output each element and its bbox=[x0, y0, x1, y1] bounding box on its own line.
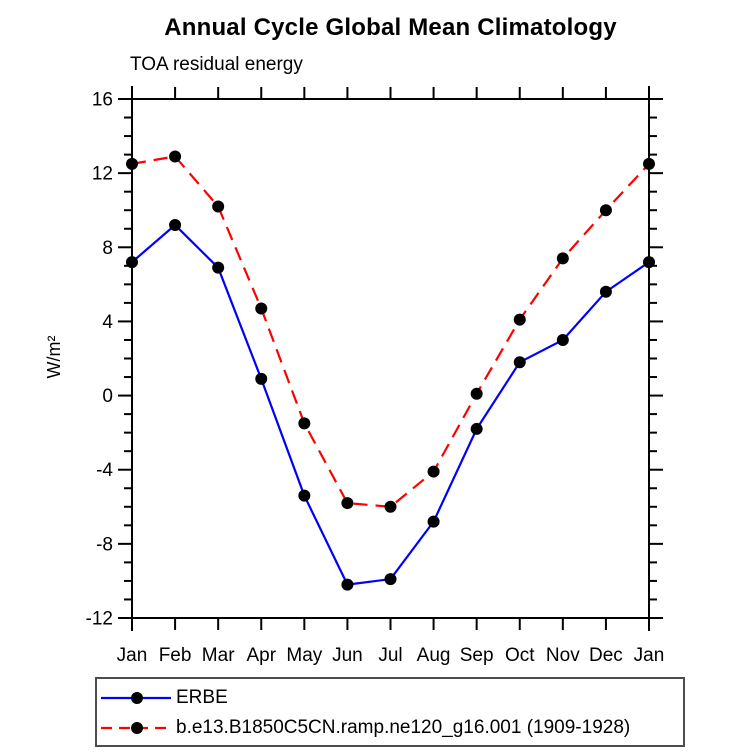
data-point-marker bbox=[255, 302, 268, 315]
x-tick-label: Jan bbox=[117, 645, 148, 666]
y-tick-label: -8 bbox=[96, 534, 113, 555]
x-tick-label: Mar bbox=[202, 645, 235, 666]
data-point-marker bbox=[513, 313, 526, 326]
x-axis-labels: Jan Feb Mar Apr May Jun Jul Aug Sep Oct Nov Dec Jan bbox=[117, 645, 665, 666]
data-point-marker bbox=[298, 489, 311, 502]
legend-box: ERBE b.e13.B1850C5CN.ramp.ne120_g16.001 … bbox=[95, 677, 685, 747]
data-point-marker bbox=[212, 200, 225, 213]
data-point-marker bbox=[599, 204, 612, 217]
y-tick-label: -12 bbox=[86, 609, 113, 630]
data-point-marker bbox=[126, 256, 138, 269]
data-point-marker bbox=[169, 150, 182, 163]
legend-item-model: b.e13.B1850C5CN.ramp.ne120_g16.001 (1909… bbox=[101, 713, 630, 743]
series-model bbox=[126, 150, 655, 513]
data-point-marker bbox=[470, 422, 483, 435]
data-point-marker bbox=[513, 356, 526, 369]
x-tick-label: May bbox=[286, 645, 322, 666]
y-tick-label: -4 bbox=[96, 460, 113, 481]
legend-item-erbe: ERBE bbox=[101, 683, 228, 713]
x-tick-label: Oct bbox=[505, 645, 535, 666]
x-axis-ticks bbox=[131, 87, 650, 630]
data-point-marker bbox=[341, 497, 354, 510]
legend-label-model: b.e13.B1850C5CN.ramp.ne120_g16.001 (1909… bbox=[176, 717, 631, 738]
x-tick-label: Jan bbox=[634, 645, 665, 666]
x-tick-label: Nov bbox=[546, 645, 580, 666]
chart-subtitle: TOA residual energy bbox=[130, 54, 303, 75]
data-point-marker bbox=[556, 333, 569, 346]
data-point-marker bbox=[427, 465, 440, 478]
plot-frame bbox=[119, 86, 662, 631]
y-tick-label: 4 bbox=[102, 312, 113, 333]
data-point-marker bbox=[643, 157, 655, 170]
data-point-marker bbox=[384, 500, 397, 513]
legend-line-sample-solid bbox=[101, 692, 171, 704]
data-point-marker bbox=[599, 285, 612, 298]
y-axis-title: W/m² bbox=[44, 336, 64, 379]
data-point-marker bbox=[255, 372, 268, 385]
data-point-marker bbox=[643, 256, 655, 269]
x-tick-label: Sep bbox=[460, 645, 494, 666]
y-tick-label: 16 bbox=[92, 90, 113, 111]
data-point-marker bbox=[169, 219, 182, 232]
x-tick-label: Jul bbox=[378, 645, 402, 666]
legend-line-sample-dashed bbox=[101, 722, 171, 734]
x-tick-label: Aug bbox=[417, 645, 451, 666]
y-tick-label: 0 bbox=[102, 386, 113, 407]
series-erbe bbox=[126, 219, 655, 591]
x-tick-label: Dec bbox=[589, 645, 623, 666]
data-point-marker bbox=[384, 573, 397, 586]
chart-title: Annual Cycle Global Mean Climatology bbox=[164, 14, 617, 41]
y-axis-ticks: 16 12 8 4 0 -4 -8 -12 bbox=[86, 90, 663, 630]
x-tick-label: Apr bbox=[246, 645, 276, 666]
x-tick-label: Feb bbox=[159, 645, 192, 666]
data-point-marker bbox=[126, 157, 138, 170]
data-point-marker bbox=[212, 261, 225, 274]
y-tick-label: 12 bbox=[92, 164, 113, 185]
x-tick-label: Jun bbox=[332, 645, 363, 666]
data-point-marker bbox=[427, 515, 440, 528]
data-point-marker bbox=[556, 252, 569, 265]
data-point-marker bbox=[298, 417, 311, 430]
data-point-marker bbox=[470, 387, 483, 400]
y-tick-label: 8 bbox=[102, 238, 113, 259]
data-point-marker bbox=[341, 578, 354, 591]
legend-label-erbe: ERBE bbox=[176, 687, 228, 708]
